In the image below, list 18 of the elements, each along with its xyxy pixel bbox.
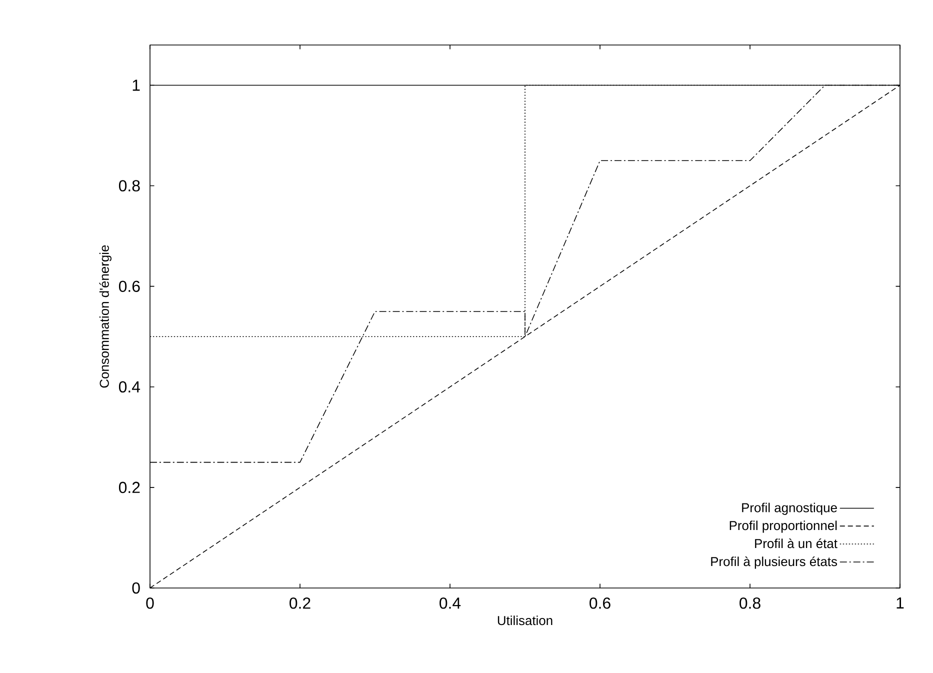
y-tick-label: 0.4 bbox=[118, 381, 140, 393]
y-tick-label: 0.8 bbox=[118, 180, 140, 192]
x-tick-label: 0.2 bbox=[290, 598, 310, 609]
y-tick-label: 0 bbox=[132, 582, 140, 594]
y-tick-label: 1 bbox=[132, 80, 140, 91]
x-tick-label: 0.4 bbox=[440, 598, 461, 609]
x-tick-label: 0.8 bbox=[740, 598, 760, 609]
x-tick-label: 1 bbox=[896, 597, 904, 608]
y-axis-title: Consommation d'énergie bbox=[99, 245, 112, 388]
x-axis-title: Utilisation bbox=[498, 616, 552, 626]
legend-label: Profil proportionnel bbox=[730, 520, 837, 533]
y-tick-label: 0.6 bbox=[118, 280, 140, 292]
y-tick-label: 0.2 bbox=[118, 482, 140, 494]
legend-label: Profil à plusieurs états bbox=[711, 556, 838, 569]
x-tick-label: 0.6 bbox=[590, 598, 610, 609]
x-tick-label: 0 bbox=[146, 598, 154, 609]
legend-label: Profil à un état bbox=[755, 538, 838, 548]
legend-label: Profil agnostique bbox=[742, 502, 837, 515]
